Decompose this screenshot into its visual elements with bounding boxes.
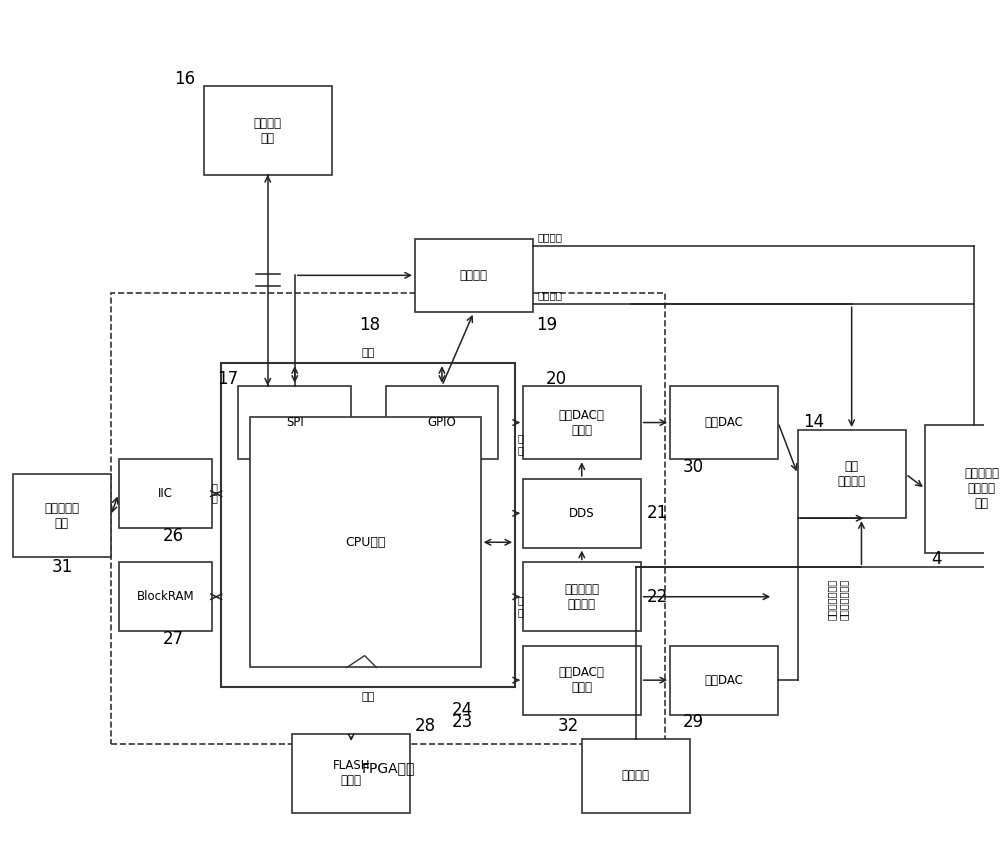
Text: 光源
驱动电路: 光源 驱动电路: [838, 460, 866, 488]
Text: 27: 27: [163, 630, 184, 648]
Text: 19: 19: [536, 316, 557, 334]
Text: 电源模块: 电源模块: [622, 769, 650, 782]
Bar: [925, 425, 1000, 552]
Text: 高速DAC控
制逻辑: 高速DAC控 制逻辑: [559, 409, 605, 437]
Bar: [238, 386, 351, 459]
Bar: [523, 563, 641, 631]
Text: FLASH
存储器: FLASH 存储器: [332, 759, 370, 787]
Text: GPIO: GPIO: [428, 416, 456, 429]
Text: IIC: IIC: [158, 487, 173, 500]
Text: 无线通信
模块: 无线通信 模块: [254, 116, 282, 144]
Bar: [523, 479, 641, 547]
Text: 脉冲编码信
号发生器: 脉冲编码信 号发生器: [564, 583, 599, 611]
Text: 至光开关: 至光开关: [538, 232, 563, 242]
Text: 20: 20: [545, 370, 567, 388]
Text: CPU软核: CPU软核: [345, 536, 386, 549]
Text: 16: 16: [175, 70, 196, 88]
Text: 多波长集成
模拟激光
电源: 多波长集成 模拟激光 电源: [964, 468, 999, 510]
Text: 29: 29: [683, 713, 704, 731]
Text: 总线: 总线: [361, 348, 374, 358]
Bar: [670, 386, 778, 459]
Bar: [119, 459, 212, 528]
Bar: [250, 417, 481, 667]
Text: 总
线: 总 线: [518, 434, 524, 455]
Text: 4: 4: [931, 551, 942, 569]
Bar: [670, 646, 778, 715]
Text: 26: 26: [163, 527, 184, 545]
Text: 电平转换: 电平转换: [460, 269, 488, 282]
Bar: [119, 563, 212, 631]
Bar: [415, 239, 533, 312]
Text: BlockRAM: BlockRAM: [136, 590, 194, 604]
Text: 24: 24: [452, 700, 473, 718]
Text: DDS: DDS: [569, 507, 595, 520]
Bar: [523, 646, 641, 715]
Text: 至电控可调谐光
衰减器驱动电路: 至电控可调谐光 衰减器驱动电路: [827, 579, 849, 620]
Text: SPI: SPI: [286, 416, 304, 429]
Text: 22: 22: [647, 587, 668, 606]
Text: 28: 28: [415, 717, 436, 735]
Text: 总线: 总线: [361, 692, 374, 702]
Bar: [292, 734, 410, 813]
Text: 32: 32: [557, 717, 579, 735]
Text: 31: 31: [52, 558, 73, 576]
Text: 至继电器: 至继电器: [538, 291, 563, 300]
Text: 21: 21: [647, 504, 668, 522]
Bar: [523, 386, 641, 459]
Text: 高精度实时
时钟: 高精度实时 时钟: [44, 502, 79, 530]
Text: 总
线: 总 线: [518, 595, 524, 617]
Text: 17: 17: [217, 370, 238, 388]
Text: 23: 23: [452, 713, 473, 731]
Text: 低速DAC控
制逻辑: 低速DAC控 制逻辑: [559, 666, 605, 694]
Text: 低速DAC: 低速DAC: [705, 674, 744, 687]
Bar: [798, 430, 906, 518]
Text: 14: 14: [804, 413, 825, 431]
Bar: [386, 386, 498, 459]
Bar: [582, 739, 690, 813]
Text: 30: 30: [683, 458, 704, 476]
Text: 18: 18: [359, 316, 380, 334]
Bar: [111, 292, 665, 744]
Bar: [13, 474, 111, 558]
Text: 高速DAC: 高速DAC: [705, 416, 744, 429]
Bar: [221, 363, 515, 687]
Text: FPGA芯片: FPGA芯片: [361, 762, 415, 775]
Bar: [204, 87, 332, 175]
Text: 总
线: 总 线: [212, 482, 218, 503]
